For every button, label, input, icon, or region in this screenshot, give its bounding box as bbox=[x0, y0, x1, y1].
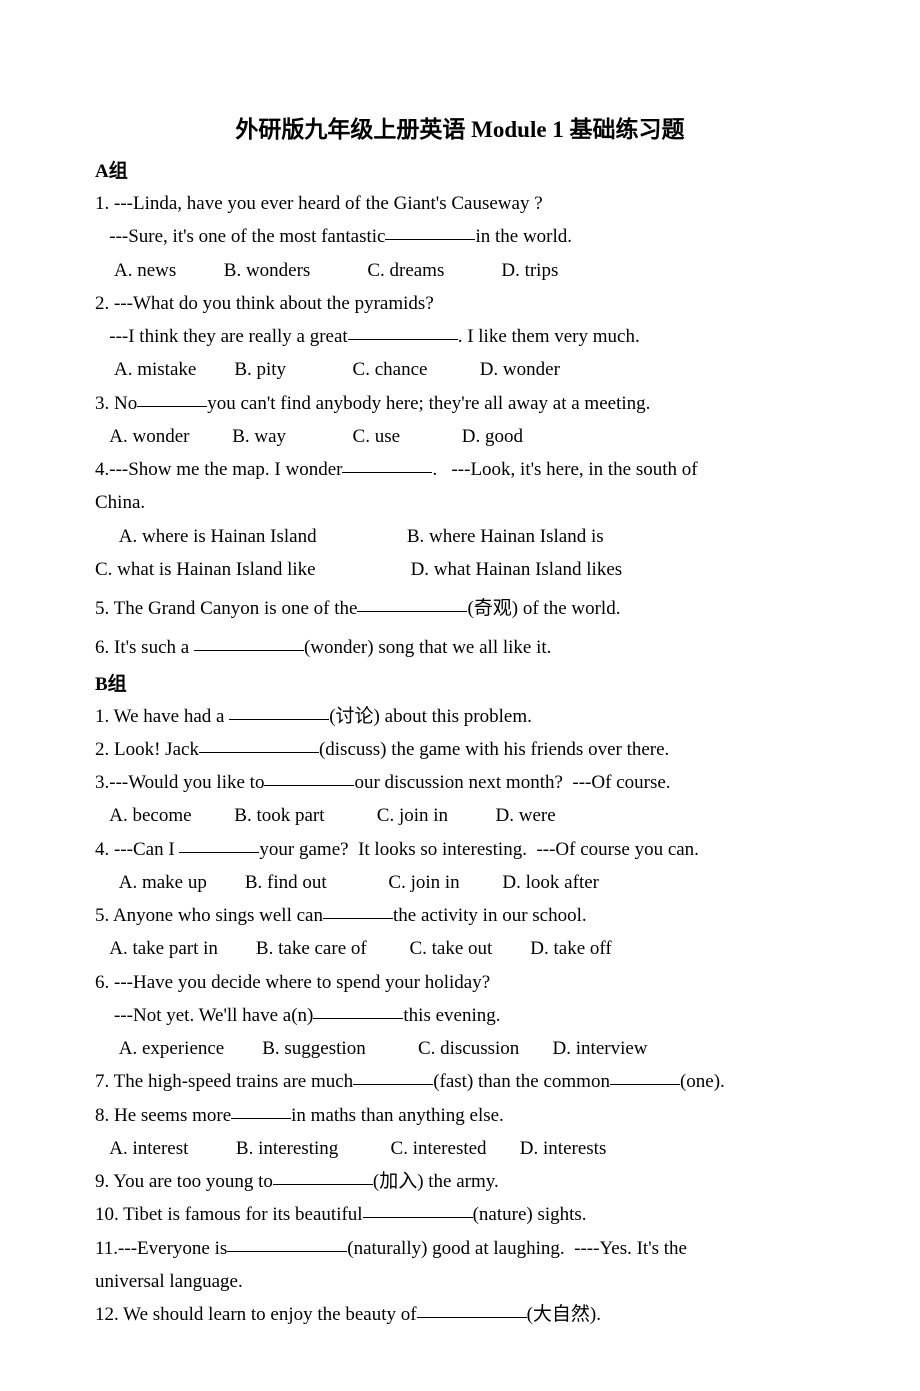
a-q1-l1: 1. ---Linda, have you ever heard of the … bbox=[95, 187, 825, 220]
b-q8-opts: A. interest B. interesting C. interested… bbox=[95, 1132, 825, 1165]
text: 7. The high-speed trains are much bbox=[95, 1071, 353, 1092]
a-q4-l1: 4.---Show me the map. I wonder . ---Look,… bbox=[95, 453, 825, 486]
b-q8-l1: 8. He seems more in maths than anything e… bbox=[95, 1099, 825, 1132]
text: (讨论) about this problem. bbox=[329, 706, 532, 727]
blank[interactable] bbox=[323, 899, 393, 919]
text: 8. He seems more bbox=[95, 1105, 231, 1126]
text: 11.---Everyone is bbox=[95, 1238, 227, 1259]
b-q5-opts: A. take part in B. take care of C. take … bbox=[95, 932, 825, 965]
blank[interactable] bbox=[313, 999, 403, 1019]
text: (加入) the army. bbox=[373, 1171, 499, 1192]
blank[interactable] bbox=[342, 453, 432, 473]
text: 2. Look! Jack bbox=[95, 739, 199, 760]
blank[interactable] bbox=[363, 1198, 473, 1218]
blank[interactable] bbox=[179, 833, 259, 853]
blank[interactable] bbox=[227, 1232, 347, 1252]
worksheet-page: 外研版九年级上册英语 Module 1 基础练习题 A组 1. ---Linda… bbox=[0, 0, 920, 1391]
text: (one). bbox=[680, 1071, 725, 1092]
blank[interactable] bbox=[357, 592, 467, 612]
text: . I like them very much. bbox=[458, 326, 640, 347]
text: 1. We have had a bbox=[95, 706, 229, 727]
b-q3-l1: 3.---Would you like to our discussion nex… bbox=[95, 766, 825, 799]
text: 4.---Show me the map. I wonder bbox=[95, 459, 342, 480]
a-q4-opts1: A. where is Hainan Island B. where Haina… bbox=[95, 520, 825, 553]
b-q11-l2: universal language. bbox=[95, 1265, 825, 1298]
a-q1-l2: ---Sure, it's one of the most fantastic i… bbox=[95, 220, 825, 253]
b-q10: 10. Tibet is famous for its beautiful (na… bbox=[95, 1198, 825, 1231]
group-b-label: B组 bbox=[95, 669, 825, 696]
b-q4-opts: A. make up B. find out C. join in D. loo… bbox=[95, 866, 825, 899]
blank[interactable] bbox=[231, 1099, 291, 1119]
blank[interactable] bbox=[273, 1165, 373, 1185]
b-q5-l1: 5. Anyone who sings well can the activity… bbox=[95, 899, 825, 932]
a-q3-opts: A. wonder B. way C. use D. good bbox=[95, 420, 825, 453]
b-q7: 7. The high-speed trains are much (fast) … bbox=[95, 1065, 825, 1098]
page-title: 外研版九年级上册英语 Module 1 基础练习题 bbox=[95, 110, 825, 144]
text: . ---Look, it's here, in the south of bbox=[432, 459, 697, 480]
text: (fast) than the common bbox=[433, 1071, 610, 1092]
text: 6. It's such a bbox=[95, 637, 194, 658]
text: ---Not yet. We'll have a(n) bbox=[95, 1005, 313, 1026]
text: 3.---Would you like to bbox=[95, 772, 264, 793]
b-q11-l1: 11.---Everyone is (naturally) good at lau… bbox=[95, 1232, 825, 1265]
a-q5: 5. The Grand Canyon is one of the (奇观) of… bbox=[95, 592, 825, 625]
a-q4-l2: China. bbox=[95, 486, 825, 519]
a-q1-opts: A. news B. wonders C. dreams D. trips bbox=[95, 254, 825, 287]
text: this evening. bbox=[403, 1005, 500, 1026]
text: (大自然). bbox=[527, 1304, 601, 1325]
blank[interactable] bbox=[137, 387, 207, 407]
text: in maths than anything else. bbox=[291, 1105, 504, 1126]
blank[interactable] bbox=[610, 1065, 680, 1085]
b-q12: 12. We should learn to enjoy the beauty … bbox=[95, 1298, 825, 1331]
b-q3-opts: A. become B. took part C. join in D. wer… bbox=[95, 799, 825, 832]
text: 10. Tibet is famous for its beautiful bbox=[95, 1204, 363, 1225]
text: our discussion next month? ---Of course. bbox=[354, 772, 670, 793]
blank[interactable] bbox=[385, 220, 475, 240]
blank[interactable] bbox=[353, 1065, 433, 1085]
text: in the world. bbox=[475, 226, 572, 247]
text: 5. Anyone who sings well can bbox=[95, 905, 323, 926]
text: (wonder) song that we all like it. bbox=[304, 637, 551, 658]
b-q1: 1. We have had a (讨论) about this problem… bbox=[95, 700, 825, 733]
b-q9: 9. You are too young to (加入) the army. bbox=[95, 1165, 825, 1198]
b-q6-l1: 6. ---Have you decide where to spend you… bbox=[95, 966, 825, 999]
text: 3. No bbox=[95, 393, 137, 414]
blank[interactable] bbox=[348, 320, 458, 340]
text: 5. The Grand Canyon is one of the bbox=[95, 598, 357, 619]
text: (naturally) good at laughing. ----Yes. I… bbox=[347, 1238, 687, 1259]
a-q2-l1: 2. ---What do you think about the pyrami… bbox=[95, 287, 825, 320]
text: you can't find anybody here; they're all… bbox=[207, 393, 650, 414]
b-q2: 2. Look! Jack (discuss) the game with his… bbox=[95, 733, 825, 766]
a-q2-l2: ---I think they are really a great . I li… bbox=[95, 320, 825, 353]
text: (nature) sights. bbox=[473, 1204, 587, 1225]
blank[interactable] bbox=[194, 631, 304, 651]
a-q6: 6. It's such a (wonder) song that we all… bbox=[95, 631, 825, 664]
text: ---Sure, it's one of the most fantastic bbox=[95, 226, 385, 247]
a-q4-opts2: C. what is Hainan Island like D. what Ha… bbox=[95, 553, 825, 586]
text: 12. We should learn to enjoy the beauty … bbox=[95, 1304, 417, 1325]
group-a-label: A组 bbox=[95, 156, 825, 183]
text: 9. You are too young to bbox=[95, 1171, 273, 1192]
text: 4. ---Can I bbox=[95, 839, 179, 860]
a-q3-l1: 3. No you can't find anybody here; they'r… bbox=[95, 387, 825, 420]
text: your game? It looks so interesting. ---O… bbox=[259, 839, 699, 860]
text: (discuss) the game with his friends over… bbox=[319, 739, 669, 760]
text: ---I think they are really a great bbox=[95, 326, 348, 347]
blank[interactable] bbox=[417, 1298, 527, 1318]
text: (奇观) of the world. bbox=[467, 598, 620, 619]
b-q4-l1: 4. ---Can I your game? It looks so inter… bbox=[95, 833, 825, 866]
b-q6-opts: A. experience B. suggestion C. discussio… bbox=[95, 1032, 825, 1065]
blank[interactable] bbox=[264, 766, 354, 786]
blank[interactable] bbox=[229, 700, 329, 720]
a-q2-opts: A. mistake B. pity C. chance D. wonder bbox=[95, 353, 825, 386]
text: the activity in our school. bbox=[393, 905, 587, 926]
blank[interactable] bbox=[199, 733, 319, 753]
b-q6-l2: ---Not yet. We'll have a(n) this evening. bbox=[95, 999, 825, 1032]
